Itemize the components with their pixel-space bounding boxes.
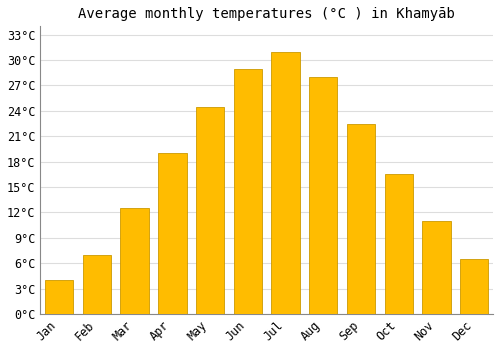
Bar [422, 221, 450, 314]
Bar [309, 77, 338, 314]
Bar [460, 259, 488, 314]
Title: Average monthly temperatures (°C ) in Khamyāb: Average monthly temperatures (°C ) in Kh… [78, 7, 455, 21]
Bar [158, 153, 186, 314]
Bar [347, 124, 375, 314]
Bar [234, 69, 262, 314]
Bar [384, 174, 413, 314]
Bar [45, 280, 74, 314]
Bar [120, 208, 149, 314]
Bar [196, 107, 224, 314]
Bar [83, 255, 111, 314]
Bar [272, 52, 299, 314]
